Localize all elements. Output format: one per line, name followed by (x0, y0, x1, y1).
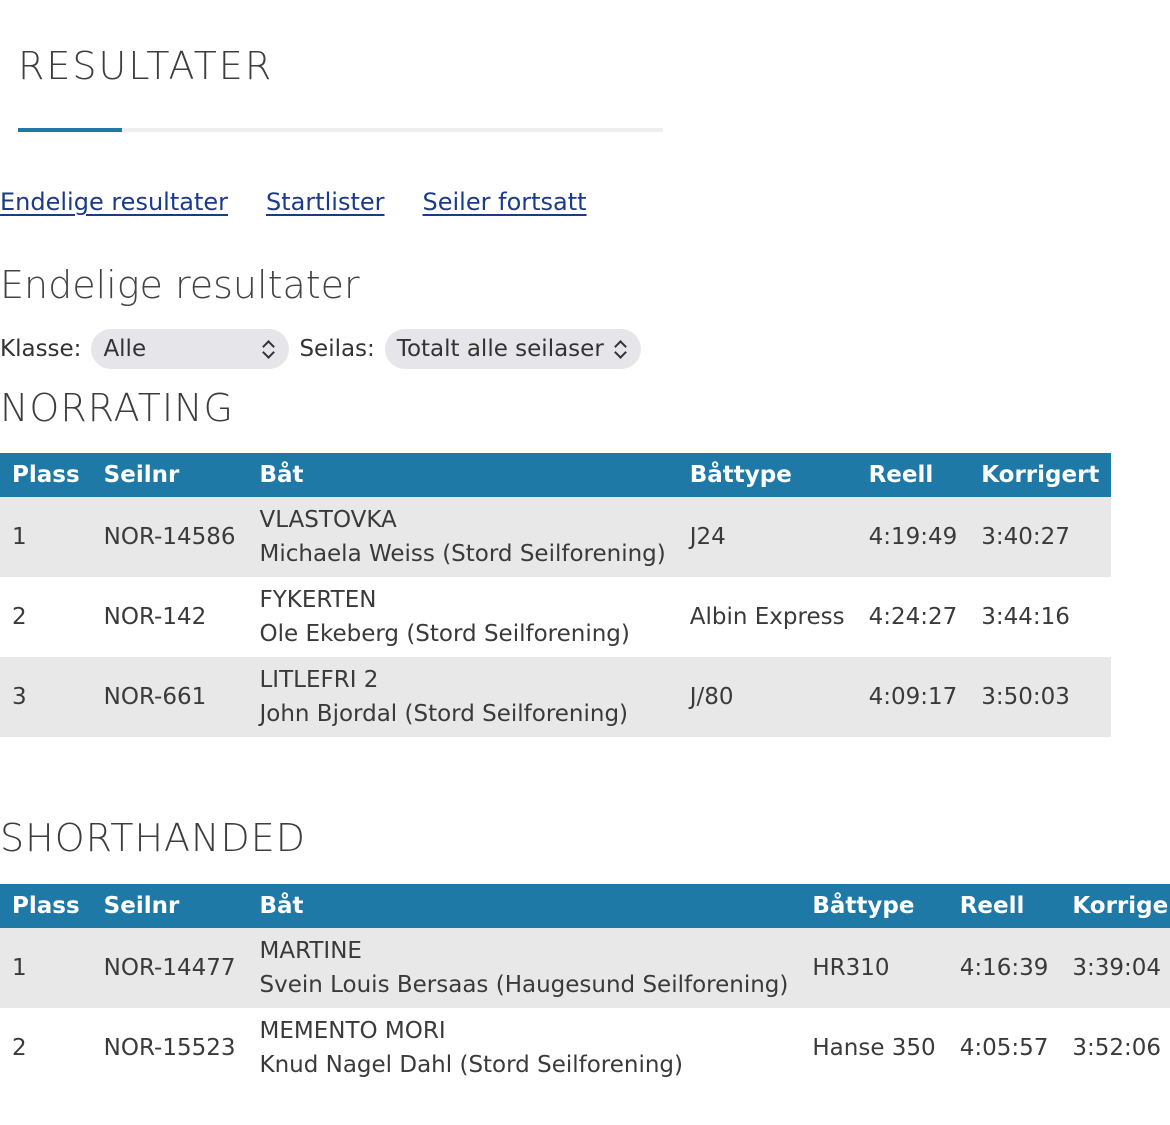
cell-reell: 4:19:49 (856, 497, 970, 577)
col-reell: Reell (856, 453, 970, 497)
col-reell: Reell (947, 884, 1061, 928)
col-bat: Båt (247, 884, 801, 928)
title-underline (18, 128, 663, 132)
col-seilnr: Seilnr (91, 453, 248, 497)
link-seiler-fortsatt[interactable]: Seiler fortsatt (422, 188, 587, 216)
seilas-select[interactable]: Totalt alle seilaser (384, 329, 641, 369)
cell-korrigert: 3:50:03 (969, 657, 1112, 737)
cell-plass: 1 (0, 928, 92, 1008)
cell-korrigert: 3:44:16 (981, 604, 1070, 630)
boat-name: VLASTOVKA (259, 507, 397, 533)
cell-bat: VLASTOVKA Michaela Weiss (Stord Seilforen… (247, 497, 678, 577)
table-header-row: Plass Seilnr Båt Båttype Reell Korrigert (0, 884, 1170, 928)
link-endelige-resultater[interactable]: Endelige resultater (0, 188, 228, 216)
klasse-select[interactable]: Alle (91, 329, 290, 369)
up-down-chevron-icon (261, 338, 277, 360)
results-table-norrating: Plass Seilnr Båt Båttype Reell Korrigert… (0, 453, 1112, 737)
klasse-label: Klasse: (0, 336, 82, 362)
cell-reell: 4:09:17 (856, 657, 970, 737)
cell-battype: J/80 (677, 657, 857, 737)
klasse-select-value: Alle (103, 336, 147, 362)
cell-reell: 4:24:27 (868, 604, 958, 630)
results-table-shorthanded: Plass Seilnr Båt Båttype Reell Korrigert… (0, 884, 1170, 1088)
class-heading-shorthanded: SHORTHANDED (0, 816, 306, 860)
boat-skipper: Svein Louis Bersaas (Haugesund Seilforen… (259, 972, 789, 998)
boat-skipper: John Bjordal (Stord Seilforening) (259, 701, 629, 727)
boat-skipper: Michaela Weiss (Stord Seilforening) (259, 541, 666, 567)
section-title: Endelige resultater (0, 263, 360, 307)
cell-bat: MEMENTO MORI Knud Nagel Dahl (Stord Seilf… (247, 1008, 800, 1088)
boat-name: MARTINE (259, 938, 362, 964)
cell-seilnr: NOR-14586 (91, 497, 248, 577)
cell-bat: MARTINE Svein Louis Bersaas (Haugesund Se… (247, 928, 801, 1008)
cell-korrigert: 3:52:06 (1072, 1035, 1162, 1061)
seilas-select-value: Totalt alle seilaser (396, 336, 604, 362)
link-startlister[interactable]: Startlister (266, 188, 385, 216)
results-nav: Endelige resultater Startlister Seiler f… (0, 188, 587, 216)
cell-seilnr: NOR-15523 (103, 1035, 236, 1061)
cell-seilnr: NOR-142 (103, 604, 207, 630)
table-row: 2 NOR-142 FYKERTEN Ole Ekeberg (Stord Sei… (0, 577, 1111, 657)
cell-seilnr: NOR-14477 (91, 928, 248, 1008)
cell-korrigert: 3:39:04 (1060, 928, 1170, 1008)
cell-bat: LITLEFRI 2 John Bjordal (Stord Seilforeni… (247, 657, 678, 737)
title-underline-accent (18, 128, 122, 132)
cell-bat: FYKERTEN Ole Ekeberg (Stord Seilforening) (247, 577, 677, 657)
seilas-label: Seilas: (299, 336, 375, 362)
boat-name: LITLEFRI 2 (259, 667, 379, 693)
filter-bar: Klasse: Alle Seilas: Totalt alle seilase… (0, 329, 651, 369)
up-down-chevron-icon (613, 338, 629, 360)
cell-plass: 1 (0, 497, 92, 577)
cell-battype: HR310 (800, 928, 948, 1008)
boat-skipper: Ole Ekeberg (Stord Seilforening) (259, 621, 630, 647)
boat-skipper: Knud Nagel Dahl (Stord Seilforening) (259, 1052, 684, 1078)
cell-korrigert: 3:40:27 (969, 497, 1112, 577)
table-row: 1 NOR-14586 VLASTOVKA Michaela Weiss (Sto… (0, 497, 1112, 577)
boat-name: FYKERTEN (259, 587, 377, 613)
table-header-row: Plass Seilnr Båt Båttype Reell Korrigert (0, 453, 1112, 497)
col-plass: Plass (0, 453, 92, 497)
cell-battype: J24 (677, 497, 857, 577)
table-row: 2 NOR-15523 MEMENTO MORI Knud Nagel Dahl … (0, 1008, 1170, 1088)
cell-plass: 2 (12, 1035, 27, 1061)
col-plass: Plass (0, 884, 92, 928)
cell-reell: 4:05:57 (959, 1035, 1049, 1061)
col-battype: Båttype (677, 453, 857, 497)
col-seilnr: Seilnr (91, 884, 248, 928)
col-korrigert: Korrigert (1060, 884, 1170, 928)
col-bat: Båt (247, 453, 678, 497)
col-korrigert: Korrigert (969, 453, 1112, 497)
table-row: 3 NOR-661 LITLEFRI 2 John Bjordal (Stord … (0, 657, 1112, 737)
page-title: RESULTATER (18, 44, 274, 88)
class-heading-norrating: NORRATING (0, 386, 234, 430)
cell-seilnr: NOR-661 (91, 657, 248, 737)
table-row: 1 NOR-14477 MARTINE Svein Louis Bersaas (… (0, 928, 1170, 1008)
cell-battype: Hanse 350 (812, 1035, 936, 1061)
cell-plass: 2 (12, 604, 27, 630)
cell-battype: Albin Express (689, 604, 845, 630)
cell-plass: 3 (0, 657, 92, 737)
boat-name: MEMENTO MORI (259, 1018, 446, 1044)
cell-reell: 4:16:39 (947, 928, 1061, 1008)
col-battype: Båttype (800, 884, 948, 928)
